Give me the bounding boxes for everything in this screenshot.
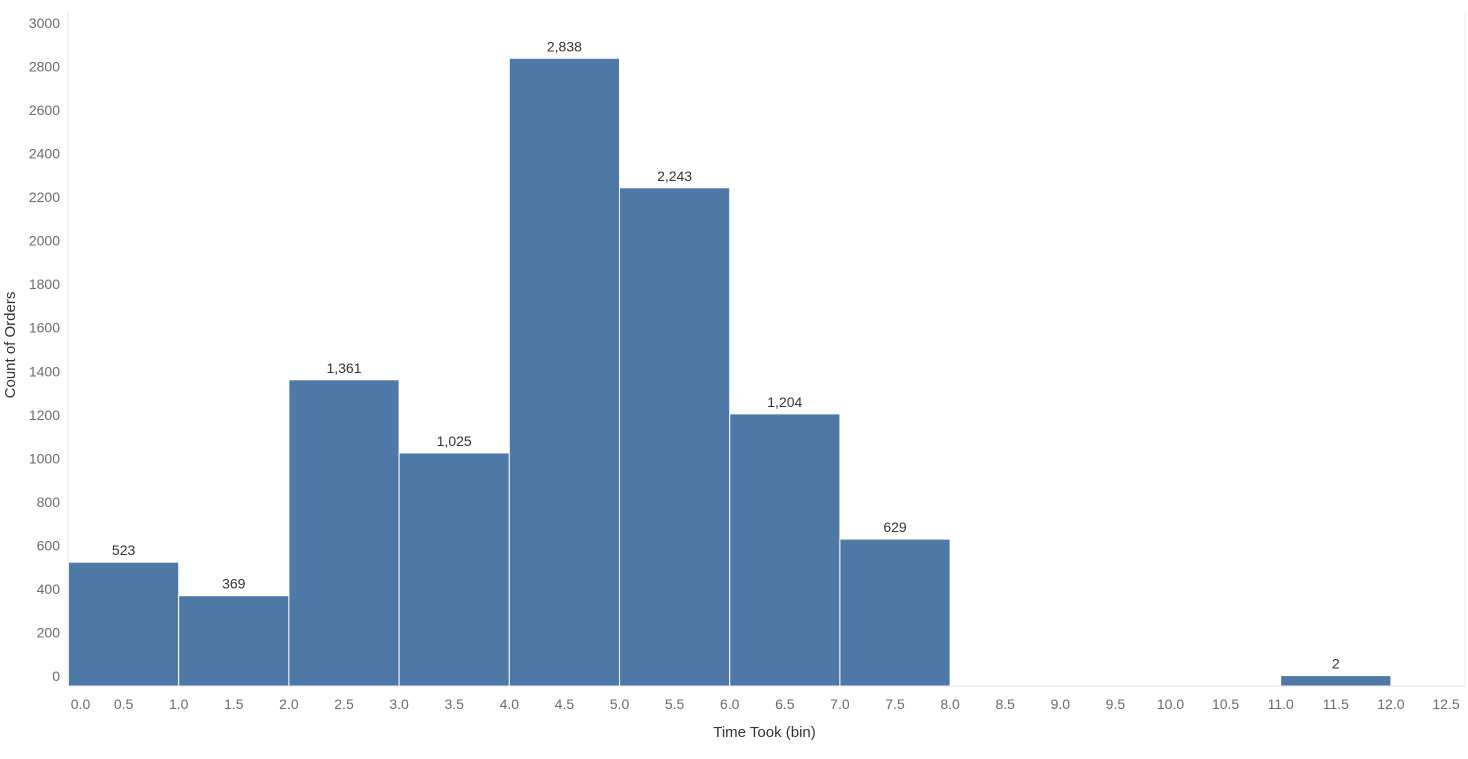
y-tick-label: 2400 <box>29 146 60 162</box>
bars-layer <box>69 58 1391 686</box>
bar-6.0[interactable] <box>730 414 840 686</box>
bar-11.0[interactable] <box>1281 676 1391 686</box>
x-tick-label: 2.0 <box>279 696 299 712</box>
bar-2.0[interactable] <box>289 380 399 686</box>
y-tick-label: 3000 <box>29 15 60 31</box>
bar-0.0[interactable] <box>69 562 179 686</box>
y-axis-title: Count of Orders <box>2 292 19 399</box>
x-tick-label: 0.0 <box>71 696 91 712</box>
x-tick-label: 1.5 <box>224 696 244 712</box>
x-tick-label: 12.0 <box>1377 696 1404 712</box>
x-tick-label: 10.0 <box>1157 696 1184 712</box>
x-tick-label: 11.5 <box>1323 696 1349 712</box>
bar-value-label: 629 <box>883 519 907 535</box>
x-tick-label: 3.0 <box>389 696 409 712</box>
x-tick-label: 7.5 <box>885 696 905 712</box>
bar-value-label: 2,243 <box>657 168 692 184</box>
bar-5.0[interactable] <box>620 188 730 686</box>
bar-7.0[interactable] <box>840 539 950 686</box>
x-tick-label: 9.5 <box>1106 696 1126 712</box>
y-tick-label: 400 <box>37 581 61 597</box>
bar-value-label: 1,204 <box>767 394 802 410</box>
bar-value-label: 2,838 <box>547 38 582 54</box>
x-tick-label: 1.0 <box>169 696 189 712</box>
x-tick-label: 0.5 <box>114 696 134 712</box>
x-tick-label: 9.0 <box>1051 696 1071 712</box>
x-tick-label: 6.0 <box>720 696 740 712</box>
y-tick-label: 1800 <box>29 276 60 292</box>
bar-4.0[interactable] <box>509 58 619 686</box>
bar-value-label: 369 <box>222 576 246 592</box>
bar-3.0[interactable] <box>399 453 509 686</box>
y-tick-label: 1200 <box>29 407 60 423</box>
y-tick-label: 1400 <box>29 363 60 379</box>
y-tick-label: 2600 <box>29 102 60 118</box>
y-tick-label: 1000 <box>29 450 60 466</box>
x-tick-label: 2.5 <box>334 696 354 712</box>
y-tick-label: 600 <box>37 537 61 553</box>
x-tick-label: 8.5 <box>995 696 1015 712</box>
y-tick-label: 2800 <box>29 59 60 75</box>
bar-value-label: 523 <box>112 542 136 558</box>
x-tick-label: 7.0 <box>830 696 850 712</box>
x-tick-label: 6.5 <box>775 696 795 712</box>
y-tick-label: 0 <box>52 668 60 684</box>
x-tick-label: 12.5 <box>1432 696 1459 712</box>
y-tick-label: 800 <box>37 494 61 510</box>
x-tick-label: 8.0 <box>940 696 960 712</box>
x-tick-label: 4.5 <box>555 696 575 712</box>
bar-value-label: 1,025 <box>437 433 472 449</box>
x-tick-label: 3.5 <box>444 696 464 712</box>
x-tick-label: 4.0 <box>500 696 520 712</box>
y-tick-label: 200 <box>37 625 61 641</box>
y-tick-label: 2200 <box>29 189 60 205</box>
bar-value-label: 2 <box>1332 656 1340 672</box>
y-tick-label: 1600 <box>29 320 60 336</box>
y-tick-label: 2000 <box>29 233 60 249</box>
x-tick-label: 10.5 <box>1212 696 1239 712</box>
x-tick-label: 11.0 <box>1268 696 1294 712</box>
x-tick-label: 5.5 <box>665 696 685 712</box>
x-tick-label: 5.0 <box>610 696 630 712</box>
x-axis-title: Time Took (bin) <box>713 724 816 741</box>
bar-1.0[interactable] <box>179 596 289 686</box>
bar-value-label: 1,361 <box>326 360 361 376</box>
